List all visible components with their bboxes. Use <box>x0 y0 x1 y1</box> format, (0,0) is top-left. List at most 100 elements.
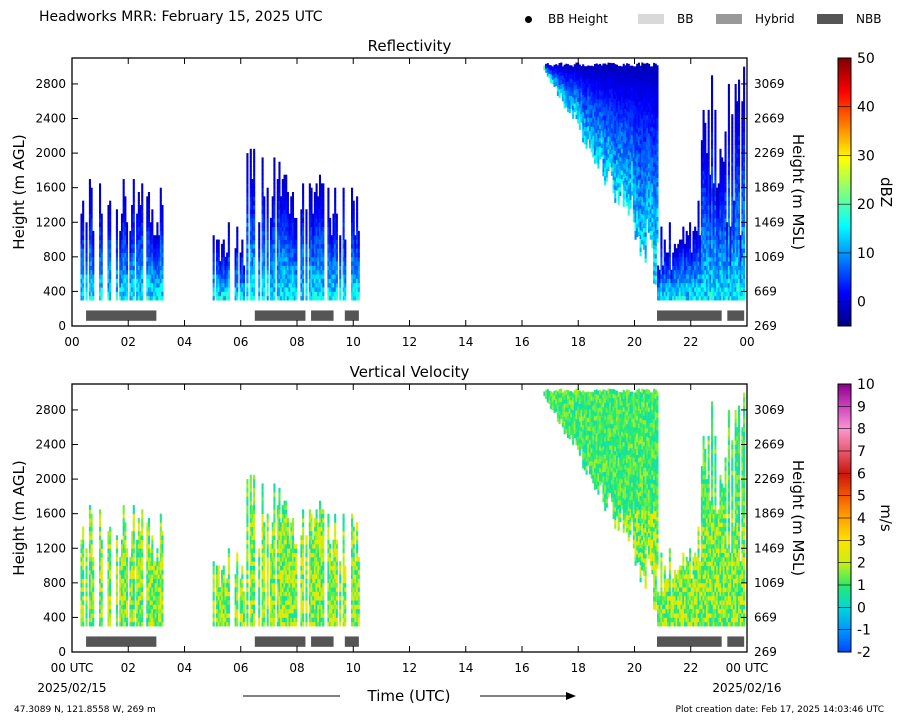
y2-tick-label: 3069 <box>754 403 785 417</box>
x-tick-label: 18 <box>571 661 586 675</box>
y-tick-label: 2800 <box>35 77 66 91</box>
x-tick-label: 08 <box>289 661 304 675</box>
colorbar-tick-label: 7 <box>857 444 866 460</box>
y2-tick-label: 269 <box>754 645 777 659</box>
x-axis-label: Time (UTC) <box>367 687 451 705</box>
colorbar-tick-label: -2 <box>857 645 871 661</box>
x-tick-label: 16 <box>514 335 529 349</box>
y-tick-label: 400 <box>43 284 66 298</box>
x-tick-label: 06 <box>233 335 248 349</box>
x-tick-label: 06 <box>233 661 248 675</box>
legend-label: NBB <box>856 12 882 26</box>
heatmap-field <box>80 388 746 627</box>
panel-title: Reflectivity <box>368 37 452 55</box>
y-tick-label: 2800 <box>35 403 66 417</box>
y2-tick-label: 669 <box>754 610 777 624</box>
x-tick-label: 02 <box>121 661 136 675</box>
y-tick-label: 1600 <box>35 507 66 521</box>
bright-band-bar <box>344 636 359 647</box>
x-tick-label: 14 <box>458 335 473 349</box>
y-tick-label: 1600 <box>35 181 66 195</box>
bright-band-bar <box>657 636 722 647</box>
colorbar-tick-label: 9 <box>857 399 866 415</box>
y2-tick-label: 1069 <box>754 576 785 590</box>
y2-tick-label: 3069 <box>754 77 785 91</box>
colorbar-label: dBZ <box>877 177 895 207</box>
x-tick-label: 22 <box>683 661 698 675</box>
station-location: 47.3089 N, 121.8558 W, 269 m <box>14 705 156 715</box>
colorbar-tick-label: 5 <box>857 489 866 505</box>
legend-label: BB Height <box>548 12 608 26</box>
colorbar-tick-label: 0 <box>857 600 866 616</box>
y2-tick-label: 1069 <box>754 250 785 264</box>
bright-band-bar <box>311 636 334 647</box>
x-tick-label: 20 <box>627 661 642 675</box>
swatch-icon <box>638 14 664 24</box>
colorbar-tick-label: 10 <box>857 377 875 393</box>
colorbar-label: m/s <box>877 504 895 532</box>
y2-tick-label: 2669 <box>754 438 785 452</box>
x-tick-label: 16 <box>514 661 529 675</box>
y-tick-label: 1200 <box>35 215 66 229</box>
y2-axis-label: Height (m MSL) <box>789 134 807 250</box>
y-tick-label: 1200 <box>35 541 66 555</box>
colorbar-tick-label: 50 <box>857 51 875 67</box>
colorbar <box>838 58 851 327</box>
panel-title: Vertical Velocity <box>350 363 470 381</box>
page-title: Headworks MRR: February 15, 2025 UTC <box>39 9 323 25</box>
colorbar-tick-label: 8 <box>857 422 866 438</box>
y-tick-label: 2400 <box>35 438 66 452</box>
arrow-head-icon <box>566 692 576 700</box>
swatch-icon <box>716 14 742 24</box>
x-tick-label: 00 UTC <box>51 661 94 675</box>
x-tick-label: 00 <box>739 335 754 349</box>
colorbar-tick-label: 10 <box>857 246 875 262</box>
x-tick-label: 00 <box>64 335 79 349</box>
y-tick-label: 800 <box>43 576 66 590</box>
bright-band-bar <box>344 310 359 321</box>
dot-icon <box>525 15 532 23</box>
colorbar-tick-label: 4 <box>857 511 866 527</box>
legend-hybrid: Hybrid <box>716 10 795 28</box>
bright-band-bar <box>727 636 745 647</box>
bright-band-bar <box>311 310 334 321</box>
y2-tick-label: 1469 <box>754 541 785 555</box>
bright-band-bar <box>727 310 745 321</box>
colorbar-tick-label: 0 <box>857 295 866 311</box>
colorbar-tick-label: 1 <box>857 578 866 594</box>
x-tick-label: 08 <box>289 335 304 349</box>
legend-label: Hybrid <box>755 12 795 26</box>
y2-tick-label: 2669 <box>754 112 785 126</box>
colorbar-tick-label: 20 <box>857 197 875 213</box>
x-tick-label: 00 UTC <box>726 661 769 675</box>
y-tick-label: 2400 <box>35 112 66 126</box>
colorbar-tick-label: -1 <box>857 623 871 639</box>
legend-nbb: NBB <box>817 10 881 28</box>
x-tick-label: 04 <box>177 335 192 349</box>
x-tick-label: 12 <box>402 335 417 349</box>
x-tick-label: 20 <box>627 335 642 349</box>
x-tick-label: 18 <box>571 335 586 349</box>
x-date-label: 2025/02/16 <box>712 681 781 695</box>
legend-bb: BB <box>638 10 693 28</box>
x-tick-label: 22 <box>683 335 698 349</box>
y2-tick-label: 1469 <box>754 215 785 229</box>
legend-label: BB <box>677 12 694 26</box>
bright-band-bar <box>254 310 306 321</box>
y2-tick-label: 1869 <box>754 507 785 521</box>
colorbar-tick-label: 6 <box>857 466 866 482</box>
y2-tick-label: 1869 <box>754 181 785 195</box>
y-tick-label: 2000 <box>35 472 66 486</box>
colorbar-tick-label: 3 <box>857 533 866 549</box>
x-date-label: 2025/02/15 <box>37 681 106 695</box>
x-tick-label: 10 <box>346 335 361 349</box>
y-tick-label: 400 <box>43 610 66 624</box>
y-tick-label: 0 <box>58 645 66 659</box>
y2-tick-label: 2269 <box>754 472 785 486</box>
x-tick-label: 14 <box>458 661 473 675</box>
colorbar-tick-label: 30 <box>857 148 875 164</box>
plot-creation-date: Plot creation date: Feb 17, 2025 14:03:4… <box>675 705 884 715</box>
swatch-icon <box>817 14 843 24</box>
y-axis-label: Height (m AGL) <box>10 134 28 249</box>
